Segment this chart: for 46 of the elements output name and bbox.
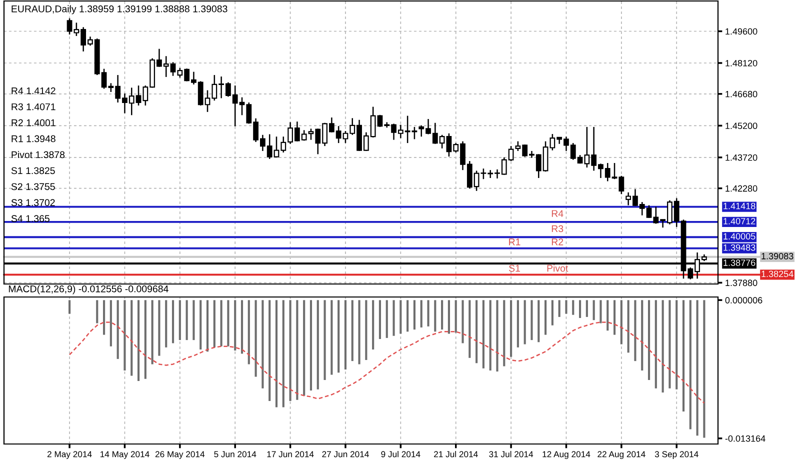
text: R3 1.4071 [12, 103, 56, 110]
y-tick-label: 1.45200 [726, 122, 758, 130]
x-tick-label: 26 May 2014 [155, 451, 205, 459]
x-tick-label: 17 Jun 2014 [267, 451, 314, 458]
y-tick-label: 1.42280 [726, 185, 758, 192]
text: S4 1.365 [11, 215, 50, 222]
y-tick-label: -0.013164 [725, 435, 766, 442]
x-tick-label: 14 May 2014 [100, 451, 150, 459]
y-tick-label: 1.43720 [726, 154, 758, 161]
annotation: S1 [509, 264, 520, 272]
y-tick-label: 1.49600 [726, 28, 758, 35]
chart-title: MACD(12,26,9) -0.012556 -0.009684 [8, 285, 168, 294]
ref-line-label: 1.39483 [724, 244, 756, 251]
x-tick-label: 2 May 2014 [47, 451, 92, 459]
ref-line-label: 1.41418 [724, 202, 756, 210]
y-tick-label: 0.000006 [725, 297, 762, 304]
x-tick-label: 22 Aug 2014 [598, 451, 646, 459]
x-tick-label: 21 Jul 2014 [434, 450, 478, 458]
line-series [68, 322, 705, 404]
x-tick-label: 27 Jun 2014 [322, 451, 369, 458]
text: S2 1.3755 [11, 183, 55, 190]
x-tick-label: 12 Aug 2014 [542, 451, 590, 459]
annotation: R1 [509, 238, 520, 246]
x-tick-label: 3 Sep 2014 [654, 451, 698, 459]
ref-line-label: 1.38776 [724, 260, 756, 266]
x-tick-label: 5 Jun 2014 [214, 451, 256, 458]
y-tick-label: 1.37880 [726, 280, 758, 286]
ref-line-label: 1.39083 [762, 252, 794, 260]
text: R4 1.4142 [12, 87, 56, 94]
text: R2 1.4001 [12, 119, 56, 126]
ref-line-label: 1.40712 [724, 218, 756, 224]
text: S3 1.3702 [11, 199, 55, 206]
annotation: Pivot [547, 264, 568, 272]
annotation: R4 [552, 210, 564, 217]
text: S1 1.3825 [11, 167, 55, 174]
x-tick-label: 31 Jul 2014 [489, 450, 534, 458]
text: R1 1.3948 [12, 135, 56, 142]
ref-line-label: 1.38254 [762, 270, 794, 278]
annotation: R2 [552, 238, 564, 246]
chart-title: EURAUD,Daily 1.38959 1.39199 1.38888 1.39083 [12, 5, 228, 14]
text: Pivot 1.3878 [12, 151, 65, 158]
x-tick-label: 9 Jul 2014 [381, 450, 420, 458]
annotation: R3 [552, 225, 564, 232]
ref-line-label: 1.40005 [724, 233, 756, 240]
y-tick-label: 1.46680 [726, 90, 758, 98]
y-tick-label: 1.48120 [726, 60, 758, 66]
